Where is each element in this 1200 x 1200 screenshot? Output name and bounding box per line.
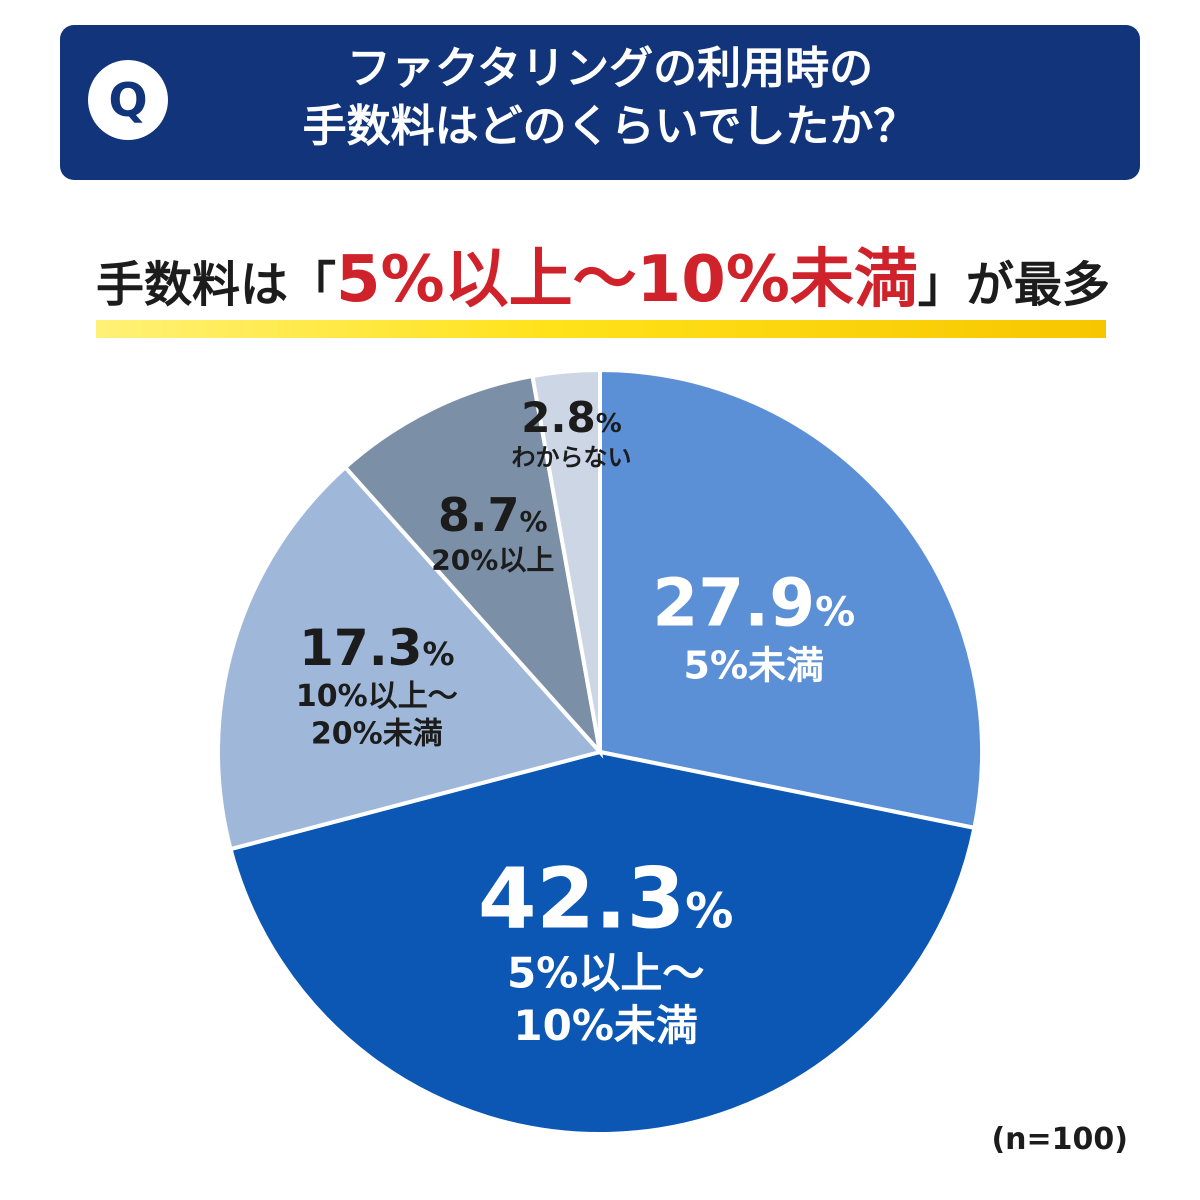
pie-slice-1 [598, 367, 984, 831]
question-title-line-1: ファクタリングの利用時の [346, 43, 874, 94]
headline-underline [96, 320, 1106, 338]
slice-category-label: 5%未満 [684, 643, 825, 687]
slice-value-label: 2.8% [521, 393, 621, 442]
headline: 手数料は「5%以上〜10%未満」が最多 [96, 240, 1110, 320]
slice-category-label: 10%未満 [513, 1001, 698, 1050]
slice-value-label: 8.7% [438, 488, 548, 542]
headline-prefix: 手数料は「 [96, 257, 337, 313]
slice-category-label: 10%以上〜 [296, 679, 458, 714]
pie-slice-3 [216, 464, 604, 852]
sample-size-note: (n=100) [991, 1122, 1128, 1157]
headline-highlight: 5%以上〜10%未満 [336, 243, 918, 317]
slice-value-label: 27.9% [652, 565, 855, 642]
slice-category-label: 20%以上 [431, 543, 554, 576]
question-title: ファクタリングの利用時の 手数料はどのくらいでしたか？ [200, 40, 1020, 156]
q-badge-icon: Q [88, 60, 168, 140]
pie-slice-5 [530, 367, 602, 753]
slice-category-label: 5%以上〜 [507, 948, 704, 997]
pie-slice-2 [228, 749, 977, 1136]
pie-slice-4 [342, 373, 604, 759]
slice-category-label: 20%未満 [311, 717, 443, 752]
slice-category-label: わからない [512, 443, 632, 471]
slice-value-label: 42.3% [478, 849, 733, 947]
slice-value-label: 17.3% [299, 619, 454, 677]
question-banner [60, 25, 1140, 180]
headline-suffix: 」が最多 [917, 257, 1110, 313]
question-title-line-2: 手数料はどのくらいでしたか？ [302, 101, 918, 152]
